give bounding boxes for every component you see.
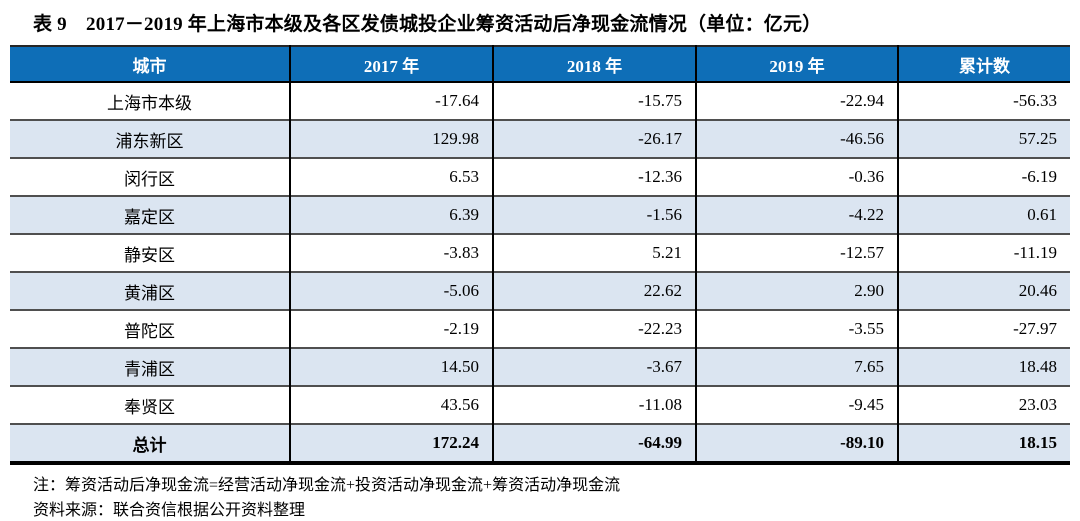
cell-2019: -12.57 [695, 234, 898, 272]
cell-cumulative: -11.19 [897, 234, 1070, 272]
cell-cumulative: 0.61 [897, 196, 1070, 234]
cell-2017: 14.50 [289, 348, 493, 386]
cell-2017: -17.64 [289, 82, 493, 120]
row-city: 静安区 [124, 245, 175, 265]
total-2019: -89.10 [695, 424, 898, 463]
col-header-city: 城市 [132, 56, 167, 76]
cell-cumulative: 20.46 [897, 272, 1070, 310]
table-row-minhang: 闵行区 6.53 -12.36 -0.36 -6.19 [10, 158, 1070, 196]
cell-2018: 22.62 [492, 272, 696, 310]
cell-2019: -3.55 [695, 310, 898, 348]
cell-cumulative: -56.33 [897, 82, 1070, 120]
table-row-jiading: 嘉定区 6.39 -1.56 -4.22 0.61 [10, 196, 1070, 234]
cell-2017: -3.83 [289, 234, 493, 272]
total-label: 总计 [132, 435, 167, 455]
cell-2018: -15.75 [492, 82, 696, 120]
row-city: 黄浦区 [124, 283, 175, 303]
cell-2019: -9.45 [695, 386, 898, 424]
cell-2018: -26.17 [492, 120, 696, 158]
table-notes: 注：筹资活动后净现金流=经营活动净现金流+投资活动净现金流+筹资活动净现金流 资… [33, 473, 1070, 521]
cell-cumulative: 23.03 [897, 386, 1070, 424]
note-source: 资料来源：联合资信根据公开资料整理 [33, 502, 306, 519]
table-row-jingan: 静安区 -3.83 5.21 -12.57 -11.19 [10, 234, 1070, 272]
row-city: 奉贤区 [124, 397, 175, 417]
cashflow-table: 城市 2017 年 2018 年 2019 年 累计数 上海市本级 -17.64… [10, 45, 1070, 465]
total-row: 总计 172.24 -64.99 -89.10 18.15 [10, 424, 1070, 463]
col-header-2019: 2019 年 [695, 46, 898, 82]
cell-2018: -1.56 [492, 196, 696, 234]
cell-2018: -12.36 [492, 158, 696, 196]
table-body: 上海市本级 -17.64 -15.75 -22.94 -56.33 浦东新区 1… [10, 82, 1070, 463]
row-city: 闵行区 [124, 169, 175, 189]
cell-2017: 129.98 [289, 120, 493, 158]
cell-2017: 43.56 [289, 386, 493, 424]
cell-cumulative: -6.19 [897, 158, 1070, 196]
cell-2019: 7.65 [695, 348, 898, 386]
table-row-pudong: 浦东新区 129.98 -26.17 -46.56 57.25 [10, 120, 1070, 158]
cell-2019: 2.90 [695, 272, 898, 310]
cell-2018: -11.08 [492, 386, 696, 424]
cell-2018: -3.67 [492, 348, 696, 386]
row-city: 青浦区 [124, 359, 175, 379]
table-row-qingpu: 青浦区 14.50 -3.67 7.65 18.48 [10, 348, 1070, 386]
cell-2018: -22.23 [492, 310, 696, 348]
col-header-cumulative: 累计数 [897, 46, 1070, 82]
row-city: 浦东新区 [115, 131, 184, 151]
col-header-2018: 2018 年 [492, 46, 696, 82]
cell-2019: -22.94 [695, 82, 898, 120]
row-city: 普陀区 [124, 321, 175, 341]
cell-2017: 6.39 [289, 196, 493, 234]
row-city: 上海市本级 [107, 93, 192, 113]
table-row-fengxian: 奉贤区 43.56 -11.08 -9.45 23.03 [10, 386, 1070, 424]
header-row: 城市 2017 年 2018 年 2019 年 累计数 [10, 46, 1070, 82]
total-cumulative: 18.15 [897, 424, 1070, 463]
cell-2019: -4.22 [695, 196, 898, 234]
table-title: 表 9 2017－2019 年上海市本级及各区发债城投企业筹资活动后净现金流情况… [33, 14, 822, 35]
cell-2017: -2.19 [289, 310, 493, 348]
cell-2017: -5.06 [289, 272, 493, 310]
cell-2018: 5.21 [492, 234, 696, 272]
cell-2017: 6.53 [289, 158, 493, 196]
table-header: 城市 2017 年 2018 年 2019 年 累计数 [10, 46, 1070, 82]
total-2018: -64.99 [492, 424, 696, 463]
cell-cumulative: 18.48 [897, 348, 1070, 386]
note-formula: 注：筹资活动后净现金流=经营活动净现金流+投资活动净现金流+筹资活动净现金流 [33, 477, 621, 494]
table-row-shanghai-benji: 上海市本级 -17.64 -15.75 -22.94 -56.33 [10, 82, 1070, 120]
table-row-putuo: 普陀区 -2.19 -22.23 -3.55 -27.97 [10, 310, 1070, 348]
cell-2019: -0.36 [695, 158, 898, 196]
table-row-huangpu: 黄浦区 -5.06 22.62 2.90 20.46 [10, 272, 1070, 310]
col-header-2017: 2017 年 [289, 46, 493, 82]
cell-cumulative: -27.97 [897, 310, 1070, 348]
total-2017: 172.24 [289, 424, 493, 463]
cell-2019: -46.56 [695, 120, 898, 158]
cell-cumulative: 57.25 [897, 120, 1070, 158]
row-city: 嘉定区 [124, 207, 175, 227]
